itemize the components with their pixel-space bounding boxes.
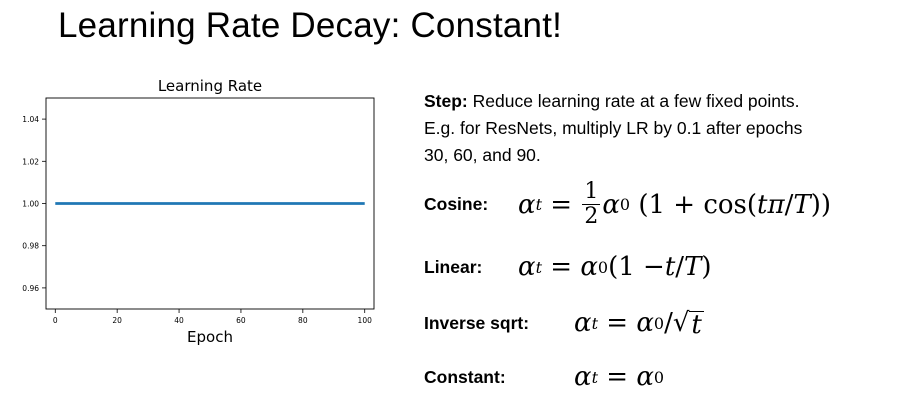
step-line-1: Step: Reduce learning rate at a few fixe… [424, 88, 894, 115]
step-line-2: E.g. for ResNets, multiply LR by 0.1 aft… [424, 118, 803, 138]
slide-title-rest: : Constant! [390, 6, 563, 45]
chart-title: Learning Rate [158, 77, 262, 95]
x-axis-label: Epoch [187, 328, 233, 346]
x-tick-label: 80 [298, 316, 308, 325]
step-text-1: Reduce learning rate at a few fixed poin… [467, 91, 800, 111]
inverse-sqrt-label: Inverse sqrt: [424, 312, 530, 333]
y-tick-label: 1.04 [22, 115, 39, 124]
sqrt-symbol: √ t [672, 308, 704, 340]
y-tick-label: 1.00 [22, 200, 39, 209]
y-axis: 0.96 0.98 1.00 1.02 1.04 [22, 115, 46, 293]
slide-title: Learning Rate Decay: Constant! [58, 6, 562, 46]
step-description: Step: Reduce learning rate at a few fixe… [424, 88, 894, 169]
x-tick-label: 40 [174, 316, 184, 325]
step-label: Step: [424, 91, 468, 111]
linear-label: Linear: [424, 256, 483, 277]
x-tick-label: 100 [358, 316, 373, 325]
constant-label: Constant: [424, 366, 506, 387]
learning-rate-chart: Learning Rate 0 20 40 60 80 100 0.96 0.98 1.00 1… [22, 77, 375, 346]
y-tick-label: 1.02 [22, 157, 39, 166]
y-tick-label: 0.96 [22, 284, 39, 293]
x-axis: 0 20 40 60 80 100 [53, 309, 372, 325]
x-tick-label: 60 [236, 316, 246, 325]
step-line-3: 30, 60, and 90. [424, 145, 541, 165]
slide-title-main: Learning Rate Decay [58, 6, 391, 45]
x-tick-label: 0 [53, 316, 58, 325]
cosine-label: Cosine: [424, 194, 489, 214]
y-tick-label: 0.98 [22, 242, 39, 251]
x-tick-label: 20 [112, 316, 122, 325]
